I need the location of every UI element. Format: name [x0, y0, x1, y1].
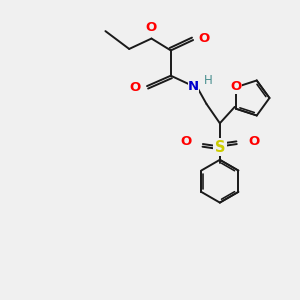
Text: N: N — [188, 80, 199, 93]
Text: O: O — [230, 80, 241, 93]
Text: O: O — [129, 81, 140, 94]
Text: H: H — [203, 74, 212, 87]
Text: O: O — [180, 135, 192, 148]
Text: O: O — [198, 32, 210, 45]
Text: O: O — [146, 21, 157, 34]
Text: S: S — [214, 140, 225, 154]
Text: O: O — [248, 135, 259, 148]
